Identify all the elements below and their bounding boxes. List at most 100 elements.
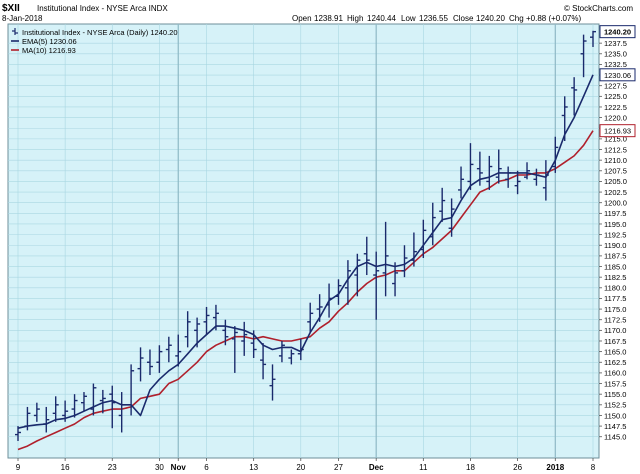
ohlc-bar bbox=[561, 96, 568, 142]
ohlc-bar bbox=[288, 349, 295, 365]
y-tick-label: 1162.5 bbox=[604, 358, 626, 367]
ohlc-bar bbox=[486, 155, 493, 190]
ohlc-bar bbox=[542, 160, 549, 201]
ohlc-bar bbox=[429, 202, 436, 246]
quote-row: Open 1238.91 High 1240.44 Low 1236.55 Cl… bbox=[292, 14, 581, 23]
ohlc-bar bbox=[514, 170, 521, 195]
ohlc-bar bbox=[212, 304, 219, 331]
symbol-label: $XII bbox=[2, 3, 20, 14]
ohlc-bar bbox=[128, 364, 135, 416]
grid bbox=[8, 24, 599, 458]
ohlc-bar bbox=[52, 396, 59, 422]
low-value: 1236.55 bbox=[419, 14, 448, 23]
x-tick-label: 23 bbox=[108, 463, 117, 472]
price-tag: 1216.93 bbox=[599, 124, 636, 138]
y-tick-label: 1190.0 bbox=[604, 241, 626, 250]
ohlc-bar bbox=[476, 151, 483, 186]
y-tick-label: 1200.0 bbox=[604, 199, 627, 208]
y-tick-label: 1185.0 bbox=[604, 262, 626, 271]
open-label: Open bbox=[292, 14, 312, 23]
x-tick-label: 11 bbox=[419, 463, 428, 472]
ohlc-bar bbox=[146, 349, 153, 376]
y-tick-label: 1155.0 bbox=[604, 390, 626, 399]
y-tick-label: 1232.5 bbox=[604, 60, 627, 69]
ohlc-bar bbox=[175, 334, 182, 367]
x-tick-label: 8 bbox=[591, 463, 596, 472]
ohlc-bar bbox=[80, 392, 87, 412]
chart-header: $XII Institutional Index - NYSE Arca IND… bbox=[2, 3, 633, 23]
y-tick-label: 1202.5 bbox=[604, 188, 627, 197]
ohlc-bar bbox=[392, 262, 399, 297]
y-tick-label: 1215.0 bbox=[604, 135, 627, 144]
y-tick-label: 1207.5 bbox=[604, 167, 627, 176]
y-tick-label: 1150.0 bbox=[604, 411, 626, 420]
x-tick-label: 18 bbox=[466, 463, 475, 472]
y-tick-label: 1222.5 bbox=[604, 103, 627, 112]
price-tags: 1240.20 1230.06 1216.93 bbox=[599, 25, 636, 138]
ohlc-bar bbox=[184, 311, 191, 348]
price-tag: 1230.06 bbox=[599, 68, 636, 82]
ohlc-bar bbox=[15, 426, 21, 441]
x-tick-label: 27 bbox=[334, 463, 343, 472]
legend-label: MA(10) 1216.93 bbox=[22, 46, 76, 55]
x-tick-label: 9 bbox=[16, 463, 21, 472]
close-value: 1240.20 bbox=[476, 14, 505, 23]
y-tick-label: 1237.5 bbox=[604, 39, 627, 48]
ohlc-bar bbox=[373, 251, 380, 320]
y-tick-label: 1147.5 bbox=[604, 422, 626, 431]
price-tag-box bbox=[599, 68, 636, 82]
y-tick-label: 1235.0 bbox=[604, 50, 627, 59]
chg-value: +0.88 (+0.07%) bbox=[526, 14, 581, 23]
price-tag-label: 1240.20 bbox=[604, 28, 631, 37]
ohlc-bar bbox=[495, 149, 502, 184]
ohlc-bar bbox=[467, 143, 474, 190]
legend: Institutional Index - NYSE Arca (Daily) … bbox=[11, 28, 178, 55]
ohlc-bar bbox=[354, 253, 361, 297]
ohlc-bar bbox=[363, 236, 370, 276]
ohlc-bar bbox=[231, 326, 238, 373]
y-tick-label: 1152.5 bbox=[604, 401, 626, 410]
ema5-line bbox=[17, 74, 594, 429]
high-label: High bbox=[347, 14, 363, 23]
ohlc-bar bbox=[505, 166, 512, 188]
ohlc-bar bbox=[24, 406, 31, 431]
y-tick-label: 1195.0 bbox=[604, 220, 626, 229]
ma10-line bbox=[17, 130, 594, 451]
ohlc-bar bbox=[90, 383, 97, 416]
y-tick-label: 1227.5 bbox=[604, 81, 627, 90]
ohlc-bar bbox=[297, 338, 304, 361]
y-tick-label: 1182.5 bbox=[604, 273, 626, 282]
low-label: Low bbox=[401, 14, 416, 23]
y-tick-label: 1212.5 bbox=[604, 145, 627, 154]
chart-date: 8-Jan-2018 bbox=[2, 14, 43, 23]
y-tick-label: 1180.0 bbox=[604, 284, 626, 293]
ohlc-bar bbox=[43, 406, 50, 433]
x-axis: 9 16 23 30 Nov 6 13 20 27 Dec 11 18 26 2018 8 bbox=[16, 458, 596, 472]
ohlc-bar bbox=[33, 402, 40, 422]
ma-layer bbox=[17, 74, 594, 451]
x-tick-label: 20 bbox=[296, 463, 305, 472]
ohlc-bar bbox=[458, 166, 465, 199]
y-tick-label: 1145.0 bbox=[604, 433, 626, 442]
price-tag-label: 1216.93 bbox=[604, 127, 631, 136]
open-value: 1238.91 bbox=[314, 14, 343, 23]
y-tick-label: 1197.5 bbox=[604, 209, 626, 218]
y-tick-label: 1205.0 bbox=[604, 177, 627, 186]
x-tick-label: 26 bbox=[513, 463, 522, 472]
y-tick-label: 1175.0 bbox=[604, 305, 626, 314]
ohlc-bar bbox=[410, 232, 417, 267]
ohlc-bar bbox=[137, 347, 144, 382]
ohlc-bar bbox=[269, 364, 276, 401]
ohlc-bar bbox=[260, 343, 267, 380]
y-tick-label: 1172.5 bbox=[604, 316, 626, 325]
price-tag-box bbox=[599, 25, 636, 39]
ohlc-bar bbox=[118, 392, 125, 433]
ohlc-bar bbox=[250, 330, 257, 359]
y-tick-label: 1167.5 bbox=[604, 337, 626, 346]
ohlc-bar bbox=[241, 321, 248, 356]
y-tick-label: 1157.5 bbox=[604, 379, 626, 388]
close-label: Close bbox=[453, 14, 474, 23]
y-tick-label: 1225.0 bbox=[604, 92, 627, 101]
ohlc-bar bbox=[533, 168, 540, 186]
